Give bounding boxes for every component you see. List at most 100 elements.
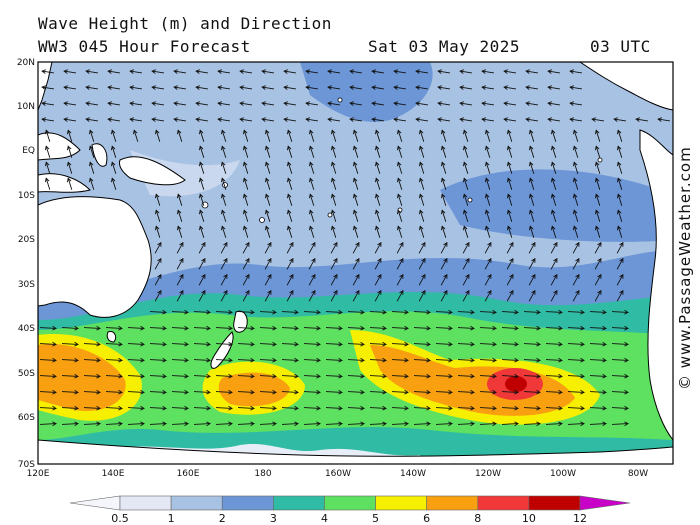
direction-arrow (349, 117, 362, 122)
direction-arrow (484, 145, 491, 158)
direction-arrow (418, 177, 425, 190)
direction-arrow (151, 117, 164, 122)
direction-arrow (39, 389, 57, 395)
direction-arrow (198, 241, 206, 254)
direction-arrow (369, 405, 387, 411)
direction-arrow (418, 241, 426, 254)
direction-arrow (457, 389, 475, 395)
direction-arrow (550, 161, 557, 174)
direction-arrow (484, 193, 491, 206)
direction-arrow (567, 357, 585, 363)
direction-arrow (435, 421, 453, 427)
direction-arrow (528, 193, 535, 206)
direction-arrow (154, 289, 162, 302)
direction-arrow (41, 85, 54, 90)
direction-arrow (613, 117, 626, 122)
direction-arrow (589, 405, 607, 411)
direction-arrow (305, 117, 318, 122)
direction-arrow (85, 117, 98, 122)
direction-arrow (198, 257, 206, 270)
island-galapagos (597, 157, 603, 163)
direction-arrow (105, 341, 123, 347)
direction-arrow (215, 373, 233, 379)
direction-arrow (261, 117, 274, 122)
direction-arrow (308, 177, 315, 190)
direction-arrow (435, 373, 453, 379)
direction-arrow (506, 273, 514, 286)
direction-arrow (259, 405, 277, 411)
direction-arrow (594, 257, 602, 270)
direction-arrow (41, 69, 54, 74)
direction-arrow (325, 357, 343, 363)
direction-arrow (220, 241, 228, 254)
direction-arrow (396, 225, 403, 238)
land-south-america (639, 129, 673, 441)
direction-arrow (151, 101, 164, 106)
direction-arrow (396, 273, 404, 286)
direction-arrow (550, 289, 558, 302)
direction-arrow (308, 129, 315, 142)
lon-label: 120W (475, 469, 501, 479)
direction-arrow (484, 289, 492, 302)
direction-arrow (154, 209, 161, 222)
direction-arrow (591, 117, 604, 122)
lon-label: 180 (254, 469, 271, 479)
direction-arrow (308, 273, 316, 286)
direction-arrow (479, 421, 497, 427)
direction-arrow (437, 117, 450, 122)
direction-arrow (259, 421, 277, 427)
direction-arrow (217, 101, 230, 106)
direction-arrow (435, 325, 453, 331)
direction-arrow (462, 209, 469, 222)
direction-arrow (484, 241, 492, 254)
direction-arrow (173, 69, 186, 74)
direction-arrow (616, 289, 624, 302)
direction-arrow (242, 241, 250, 254)
direction-arrow (503, 117, 516, 122)
direction-arrow (550, 241, 558, 254)
lon-axis: 120E 140E 160E 180 160W 140W 120W 100W 8… (27, 469, 649, 479)
direction-arrow (198, 129, 205, 142)
direction-arrow (193, 421, 211, 427)
direction-arrow (594, 129, 601, 142)
direction-arrow (611, 373, 629, 379)
direction-arrow (440, 273, 448, 286)
direction-arrow (347, 405, 365, 411)
direction-arrow (193, 309, 211, 315)
direction-arrow (61, 341, 79, 347)
direction-arrow (347, 373, 365, 379)
direction-arrow (132, 129, 139, 142)
direction-arrow (107, 101, 120, 106)
direction-arrow (501, 357, 519, 363)
direction-arrow (550, 257, 558, 270)
direction-arrow (61, 357, 79, 363)
direction-arrow (523, 341, 541, 347)
direction-arrow (616, 177, 623, 190)
direction-arrow (462, 129, 469, 142)
direction-arrow (352, 129, 359, 142)
direction-arrow (616, 225, 623, 238)
direction-arrow (435, 405, 453, 411)
direction-arrow (286, 225, 293, 238)
direction-arrow (327, 117, 340, 122)
direction-arrow (129, 117, 142, 122)
direction-arrow (523, 325, 541, 331)
direction-arrow (369, 389, 387, 395)
direction-arrow (371, 117, 384, 122)
colorbar-tick-label: 5 (372, 512, 379, 525)
direction-arrow (308, 145, 315, 158)
direction-arrow (616, 193, 623, 206)
direction-arrow (484, 257, 492, 270)
direction-arrow (572, 161, 579, 174)
direction-arrow (198, 225, 205, 238)
lon-label: 160E (177, 469, 200, 479)
direction-arrow (242, 289, 250, 302)
direction-arrow (171, 373, 189, 379)
direction-arrow (83, 389, 101, 395)
direction-arrow (261, 69, 274, 74)
direction-arrow (198, 289, 206, 302)
direction-arrow (171, 357, 189, 363)
direction-arrow (66, 161, 73, 174)
direction-arrow (462, 225, 469, 238)
direction-arrow (457, 421, 475, 427)
